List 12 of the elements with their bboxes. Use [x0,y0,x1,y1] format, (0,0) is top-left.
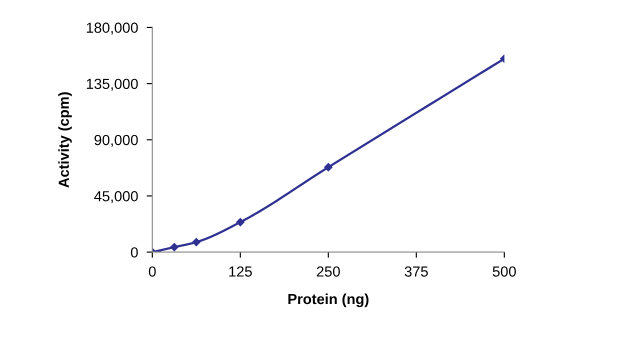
y-tick-label: 45,000 [94,191,138,204]
y-tick-label: 135,000 [86,78,138,91]
x-tick-label: 0 [148,266,156,277]
x-tick-label: 500 [492,266,516,277]
x-tick-label: 125 [229,266,252,277]
y-axis-title: Activity (cpm) [58,92,72,188]
x-axis-title: Protein (ng) [288,293,369,308]
x-tick-label: 375 [404,266,428,277]
y-tick-label: 0 [130,247,138,258]
x-tick-label: 250 [316,266,340,277]
y-tick-label: 90,000 [94,134,138,147]
y-tick-label: 180,000 [86,22,138,35]
